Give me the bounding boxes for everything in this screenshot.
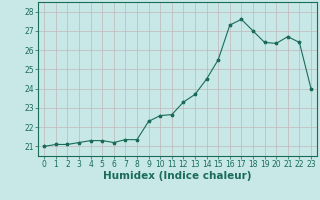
X-axis label: Humidex (Indice chaleur): Humidex (Indice chaleur): [103, 171, 252, 181]
